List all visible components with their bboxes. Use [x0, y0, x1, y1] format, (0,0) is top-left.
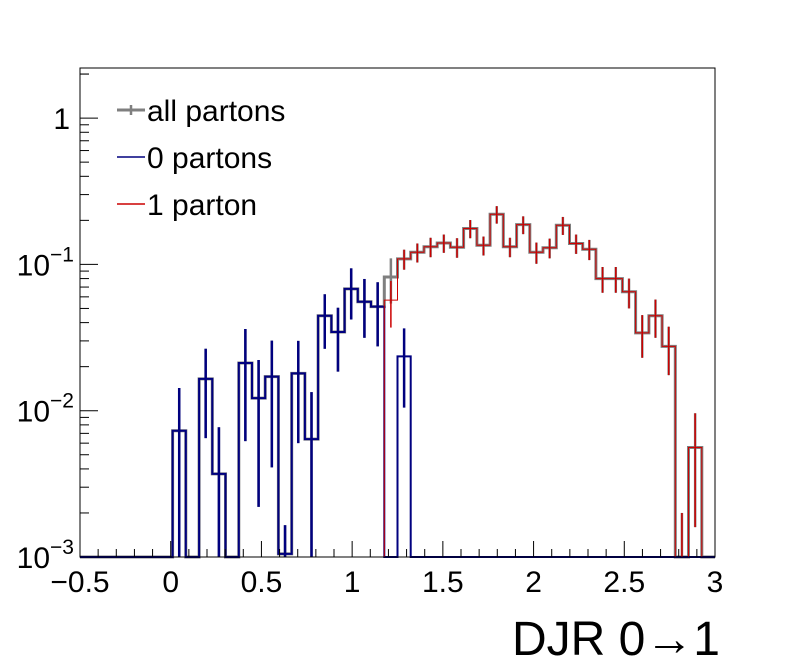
y-tick-label: 1 — [53, 103, 70, 136]
legend: all partons 0 partons 1 parton — [117, 95, 285, 222]
x-tick-label: 2 — [525, 566, 542, 599]
x-tick-label: 0 — [162, 566, 179, 599]
y-tick-label: 10−1 — [17, 243, 74, 282]
y-tick-label: 10−3 — [17, 536, 74, 575]
legend-label: 0 partons — [147, 142, 272, 175]
x-tick-label: 0.5 — [241, 566, 283, 599]
x-tick-label: 3 — [707, 566, 724, 599]
series-layer — [80, 206, 715, 559]
x-tick-label: 1.5 — [422, 566, 464, 599]
legend-label: 1 parton — [147, 189, 257, 222]
x-axis: −0.5 0 0.5 1 1.5 2 2.5 3 — [50, 541, 723, 599]
legend-label: all partons — [147, 95, 285, 128]
series-1-parton — [80, 206, 715, 558]
x-axis-title: DJR 0→1 — [512, 613, 720, 666]
y-tick-label: 10−2 — [17, 390, 74, 429]
x-tick-label: 2.5 — [603, 566, 645, 599]
plot-frame — [79, 67, 716, 558]
x-tick-label: 1 — [344, 566, 361, 599]
x-tick-label: −0.5 — [50, 566, 109, 599]
y-axis: 1 10−1 10−2 10−3 — [17, 73, 98, 575]
